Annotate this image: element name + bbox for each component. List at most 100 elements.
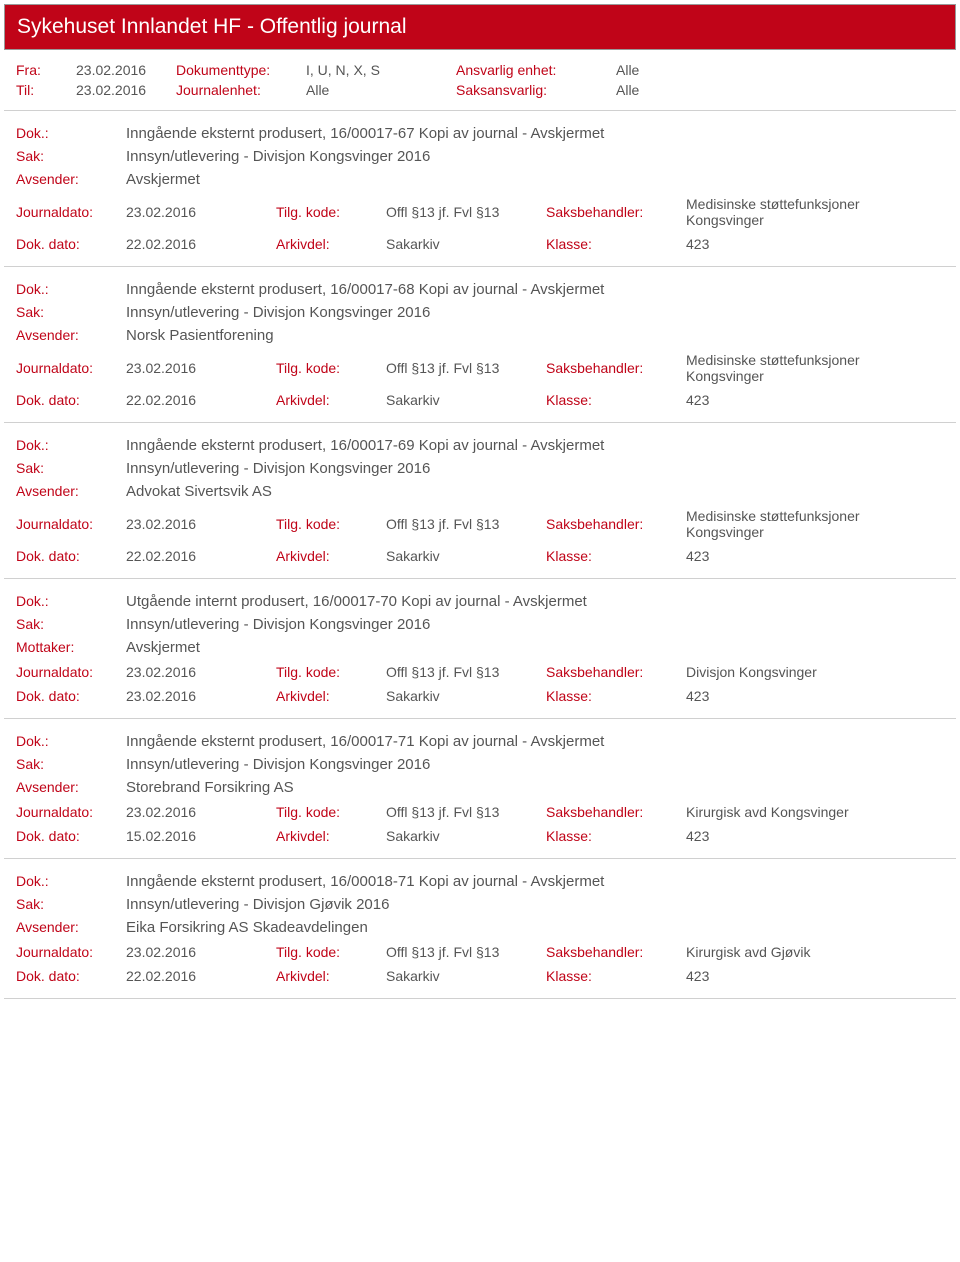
dok-label: Dok.: — [16, 733, 126, 750]
fra-label: Fra: — [16, 62, 76, 78]
dok-value: Inngående eksternt produsert, 16/00017-6… — [126, 437, 604, 454]
sak-value: Innsyn/utlevering - Divisjon Kongsvinger… — [126, 616, 430, 633]
arkivdel-value: Sakarkiv — [386, 236, 516, 252]
party-label: Avsender: — [16, 483, 126, 500]
saksbehandler-value: Kirurgisk avd Kongsvinger — [686, 804, 914, 820]
journal-entry: Dok.: Utgående internt produsert, 16/000… — [4, 579, 956, 719]
saksbehandler-label: Saksbehandler: — [546, 516, 686, 532]
arkivdel-value: Sakarkiv — [386, 548, 516, 564]
party-value: Advokat Sivertsvik AS — [126, 483, 272, 500]
journal-entry: Dok.: Inngående eksternt produsert, 16/0… — [4, 267, 956, 423]
arkivdel-value: Sakarkiv — [386, 968, 516, 984]
journaldato-label: Journaldato: — [16, 804, 126, 820]
arkivdel-label: Arkivdel: — [276, 548, 386, 564]
journaldato-value: 23.02.2016 — [126, 944, 246, 960]
journalenhet-label: Journalenhet: — [176, 82, 306, 98]
dok-value: Utgående internt produsert, 16/00017-70 … — [126, 593, 587, 610]
journal-entry: Dok.: Inngående eksternt produsert, 16/0… — [4, 111, 956, 267]
arkivdel-value: Sakarkiv — [386, 688, 516, 704]
saksbehandler-value: Divisjon Kongsvinger — [686, 664, 914, 680]
arkivdel-label: Arkivdel: — [276, 392, 386, 408]
dokdato-value: 15.02.2016 — [126, 828, 246, 844]
sak-label: Sak: — [16, 896, 126, 913]
saksansvarlig-label: Saksansvarlig: — [456, 82, 616, 98]
filter-bar: Fra: 23.02.2016 Dokumenttype: I, U, N, X… — [4, 54, 956, 111]
journaldato-value: 23.02.2016 — [126, 360, 246, 376]
dokdato-value: 22.02.2016 — [126, 236, 246, 252]
dok-label: Dok.: — [16, 437, 126, 454]
saksbehandler-label: Saksbehandler: — [546, 804, 686, 820]
dok-label: Dok.: — [16, 125, 126, 142]
tilgkode-value: Offl §13 jf. Fvl §13 — [386, 516, 516, 532]
fra-value: 23.02.2016 — [76, 62, 176, 78]
klasse-value: 423 — [686, 392, 914, 408]
tilgkode-label: Tilg. kode: — [276, 204, 386, 220]
tilgkode-value: Offl §13 jf. Fvl §13 — [386, 204, 516, 220]
klasse-value: 423 — [686, 688, 914, 704]
journaldato-value: 23.02.2016 — [126, 664, 246, 680]
saksbehandler-label: Saksbehandler: — [546, 204, 686, 220]
journaldato-label: Journaldato: — [16, 664, 126, 680]
sak-label: Sak: — [16, 460, 126, 477]
party-label: Avsender: — [16, 779, 126, 796]
dokdato-value: 22.02.2016 — [126, 968, 246, 984]
tilgkode-value: Offl §13 jf. Fvl §13 — [386, 664, 516, 680]
dokdato-value: 22.02.2016 — [126, 392, 246, 408]
dokdato-label: Dok. dato: — [16, 392, 126, 408]
journaldato-label: Journaldato: — [16, 360, 126, 376]
dokdato-value: 22.02.2016 — [126, 548, 246, 564]
dokdato-label: Dok. dato: — [16, 688, 126, 704]
saksbehandler-value: Medisinske støttefunksjoner Kongsvinger — [686, 508, 914, 540]
journaldato-value: 23.02.2016 — [126, 804, 246, 820]
sak-label: Sak: — [16, 148, 126, 165]
doktype-value: I, U, N, X, S — [306, 62, 456, 78]
journalenhet-value: Alle — [306, 82, 456, 98]
klasse-label: Klasse: — [546, 548, 686, 564]
tilgkode-value: Offl §13 jf. Fvl §13 — [386, 804, 516, 820]
party-value: Avskjermet — [126, 639, 200, 656]
tilgkode-label: Tilg. kode: — [276, 360, 386, 376]
tilgkode-label: Tilg. kode: — [276, 516, 386, 532]
arkivdel-value: Sakarkiv — [386, 828, 516, 844]
ansvarlig-label: Ansvarlig enhet: — [456, 62, 616, 78]
party-value: Avskjermet — [126, 171, 200, 188]
ansvarlig-value: Alle — [616, 62, 639, 78]
saksansvarlig-value: Alle — [616, 82, 639, 98]
saksbehandler-value: Medisinske støttefunksjoner Kongsvinger — [686, 196, 914, 228]
sak-value: Innsyn/utlevering - Divisjon Kongsvinger… — [126, 148, 430, 165]
sak-value: Innsyn/utlevering - Divisjon Kongsvinger… — [126, 460, 430, 477]
sak-value: Innsyn/utlevering - Divisjon Kongsvinger… — [126, 756, 430, 773]
party-label: Avsender: — [16, 171, 126, 188]
journaldato-label: Journaldato: — [16, 204, 126, 220]
dok-value: Inngående eksternt produsert, 16/00017-6… — [126, 281, 604, 298]
arkivdel-label: Arkivdel: — [276, 968, 386, 984]
journaldato-label: Journaldato: — [16, 944, 126, 960]
doktype-label: Dokumenttype: — [176, 62, 306, 78]
til-label: Til: — [16, 82, 76, 98]
tilgkode-label: Tilg. kode: — [276, 664, 386, 680]
til-value: 23.02.2016 — [76, 82, 176, 98]
dokdato-label: Dok. dato: — [16, 968, 126, 984]
saksbehandler-value: Medisinske støttefunksjoner Kongsvinger — [686, 352, 914, 384]
dok-value: Inngående eksternt produsert, 16/00017-7… — [126, 733, 604, 750]
journal-entry: Dok.: Inngående eksternt produsert, 16/0… — [4, 719, 956, 859]
party-value: Storebrand Forsikring AS — [126, 779, 294, 796]
tilgkode-label: Tilg. kode: — [276, 804, 386, 820]
party-label: Avsender: — [16, 919, 126, 936]
saksbehandler-label: Saksbehandler: — [546, 944, 686, 960]
journaldato-value: 23.02.2016 — [126, 516, 246, 532]
dokdato-label: Dok. dato: — [16, 548, 126, 564]
dokdato-label: Dok. dato: — [16, 828, 126, 844]
klasse-value: 423 — [686, 548, 914, 564]
klasse-value: 423 — [686, 828, 914, 844]
dok-label: Dok.: — [16, 873, 126, 890]
journal-entry: Dok.: Inngående eksternt produsert, 16/0… — [4, 859, 956, 999]
arkivdel-value: Sakarkiv — [386, 392, 516, 408]
klasse-label: Klasse: — [546, 828, 686, 844]
party-value: Eika Forsikring AS Skadeavdelingen — [126, 919, 368, 936]
klasse-value: 423 — [686, 968, 914, 984]
saksbehandler-label: Saksbehandler: — [546, 360, 686, 376]
journaldato-value: 23.02.2016 — [126, 204, 246, 220]
sak-label: Sak: — [16, 616, 126, 633]
dokdato-label: Dok. dato: — [16, 236, 126, 252]
